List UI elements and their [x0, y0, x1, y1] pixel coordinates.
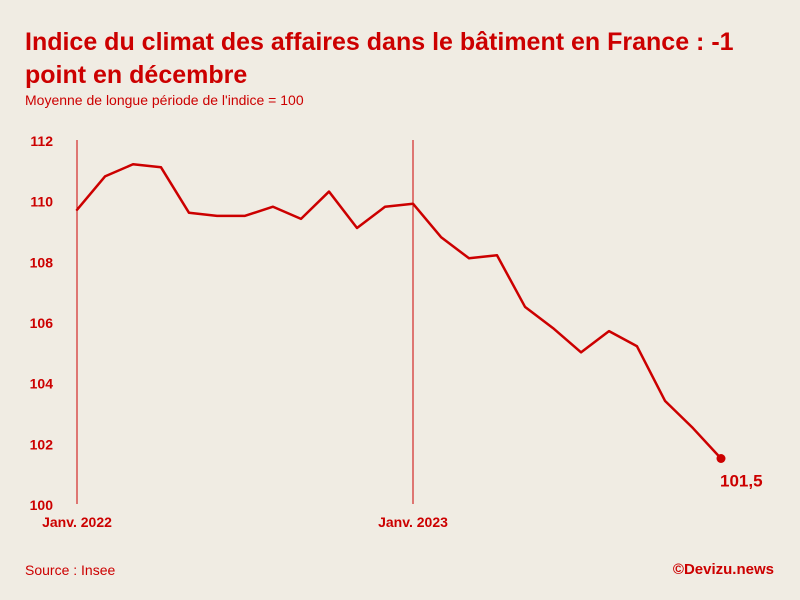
y-tick-label-100: 100 — [30, 497, 54, 513]
y-tick-label-104: 104 — [30, 376, 54, 392]
y-tick-label-106: 106 — [30, 315, 54, 331]
last-value-label: 101,5 — [720, 472, 763, 491]
chart-title: Indice du climat des affaires dans le bâ… — [25, 28, 734, 89]
series-line — [75, 163, 723, 460]
x-tick-label-12: Janv. 2023 — [378, 514, 448, 530]
y-tick-label-108: 108 — [30, 254, 54, 270]
x-tick-label-0: Janv. 2022 — [42, 514, 112, 530]
chart-subtitle: Moyenne de longue période de l'indice = … — [25, 92, 304, 108]
last-data-point — [716, 454, 726, 463]
y-tick-label-112: 112 — [30, 133, 53, 149]
y-tick-label-102: 102 — [30, 436, 54, 452]
y-tick-label-110: 110 — [30, 194, 53, 210]
source-note: Source : Insee — [25, 562, 116, 578]
brand-logo: ©Devizu.news — [672, 561, 774, 578]
